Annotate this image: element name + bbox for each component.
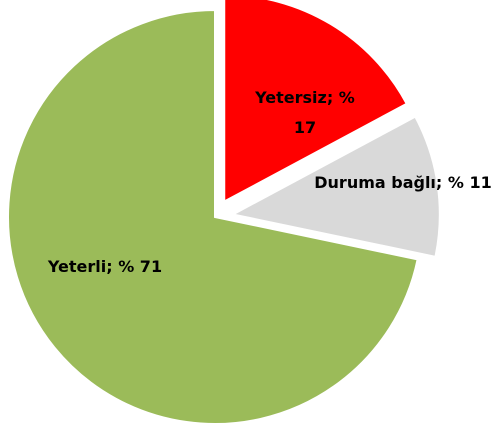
pie-slice xyxy=(229,115,441,259)
data-label: Yeterli; % 71 xyxy=(47,257,163,276)
data-label: Yetersiz; % 17 xyxy=(255,88,355,137)
pie-slice xyxy=(223,0,409,204)
data-label: Duruma bağlı; % 11 xyxy=(314,173,492,192)
pie-slice xyxy=(7,8,419,425)
